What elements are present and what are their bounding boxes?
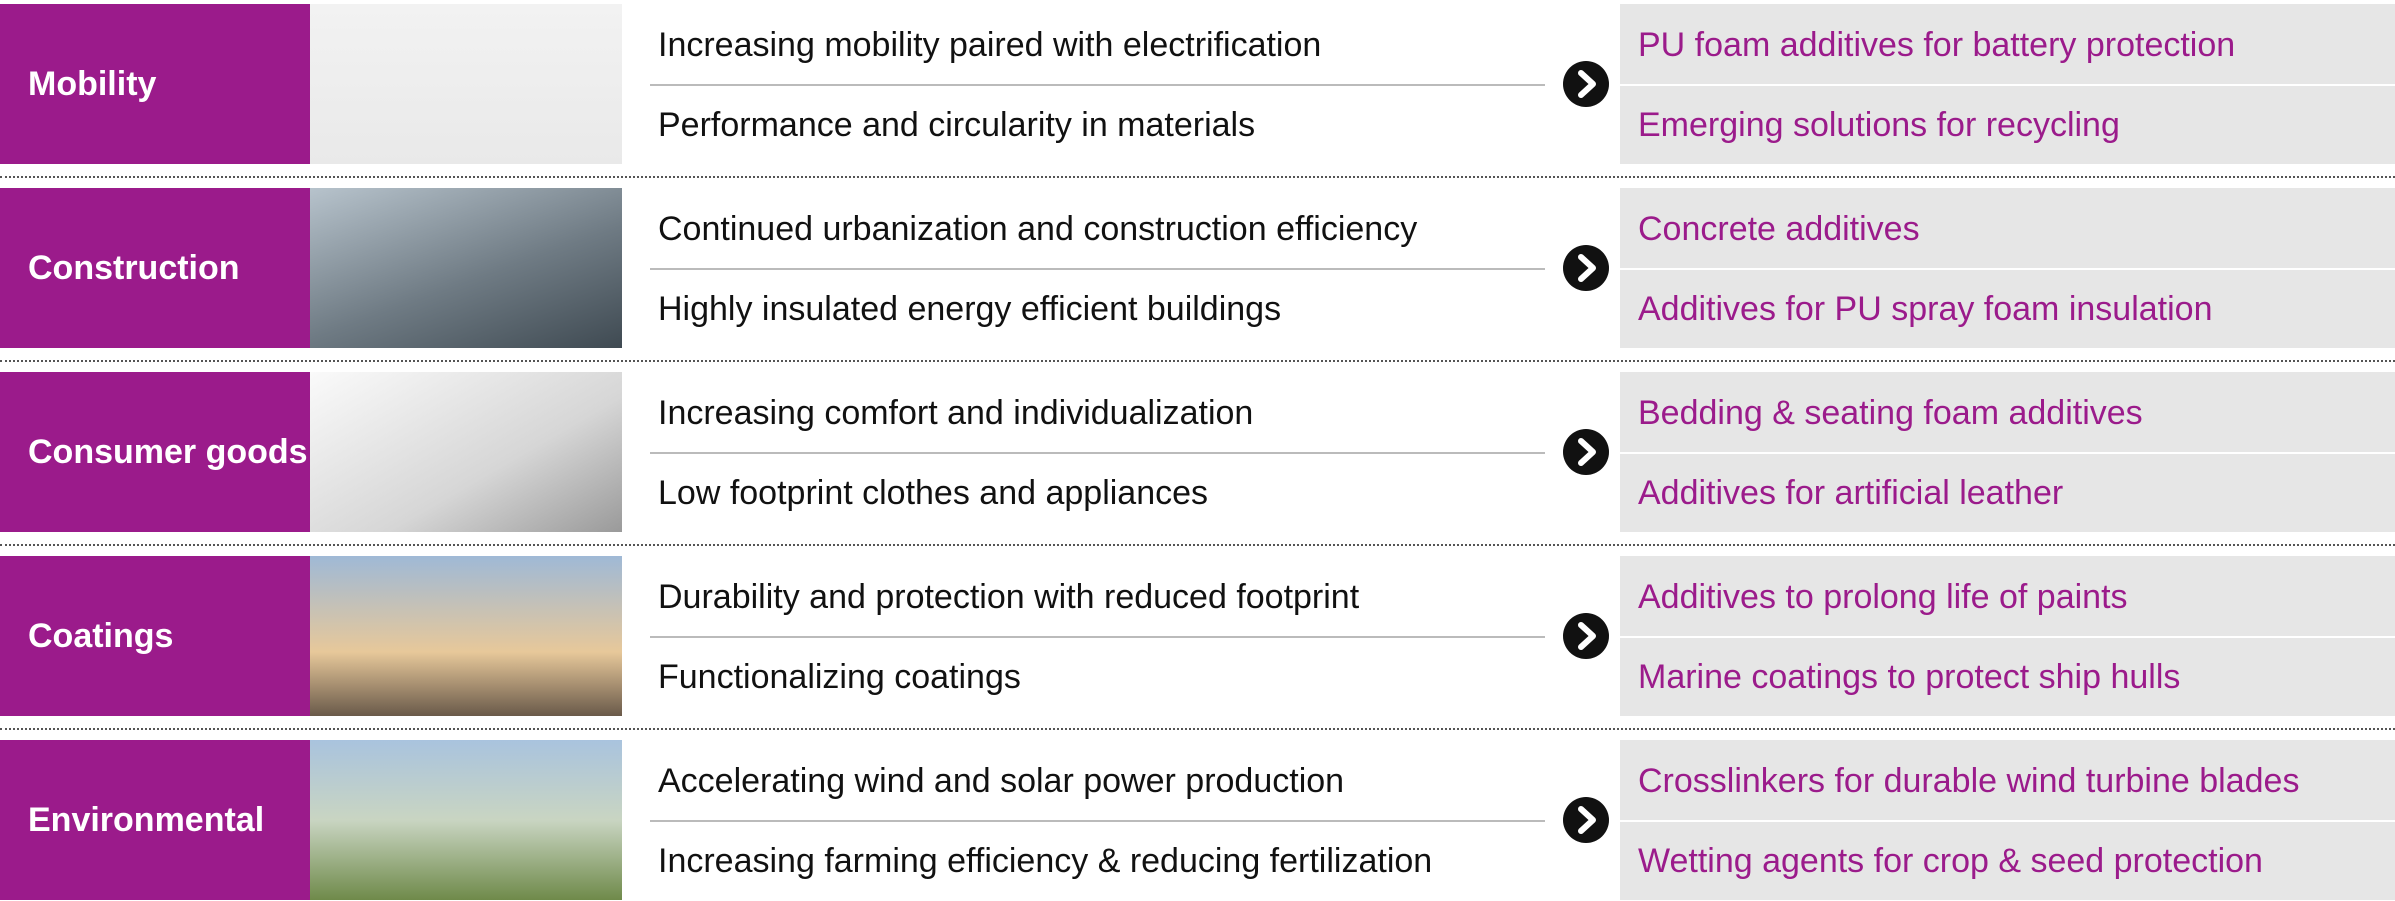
trend-text: Increasing farming efficiency & reducing…: [658, 842, 1433, 880]
row: Coatings Durability and protection with r…: [0, 556, 2395, 716]
row-image: [310, 556, 622, 716]
row-image: [310, 4, 622, 164]
row-label: Consumer goods: [0, 372, 310, 532]
row: Environmental Accelerating wind and solar…: [0, 740, 2395, 900]
solution-text: Additives for PU spray foam insulation: [1638, 290, 2213, 328]
solution-text: Additives for artificial leather: [1638, 474, 2064, 512]
separator: [1620, 636, 2395, 638]
arrow-icon: [1562, 60, 1610, 108]
separator: [1620, 452, 2395, 454]
solution-text: Emerging solutions for recycling: [1638, 106, 2120, 144]
arrow-svg: [1563, 429, 1609, 475]
trend-text: Accelerating wind and solar power produc…: [658, 762, 1345, 800]
solution-text: Bedding & seating foam additives: [1638, 394, 2143, 432]
arrow-svg: [1563, 61, 1609, 107]
solution-text: Crosslinkers for durable wind turbine bl…: [1638, 762, 2300, 800]
arrow-svg: [1563, 797, 1609, 843]
solution-text: Marine coatings to protect ship hulls: [1638, 658, 2181, 696]
trend-text: Increasing comfort and individualization: [658, 394, 1254, 432]
arrow-icon: [1562, 796, 1610, 844]
solution-text: Concrete additives: [1638, 210, 1920, 248]
trend-text: Durability and protection with reduced f…: [658, 578, 1360, 616]
row-label: Environmental: [0, 740, 310, 900]
row: Construction Continued urbanization and c…: [0, 188, 2395, 348]
separator: [650, 820, 1545, 822]
separator: [650, 84, 1545, 86]
row-image: [310, 188, 622, 348]
arrow-icon: [1562, 428, 1610, 476]
separator: [650, 636, 1545, 638]
row-divider: [0, 544, 2395, 546]
trend-text: Highly insulated energy efficient buildi…: [658, 290, 1282, 328]
arrow-svg: [1563, 613, 1609, 659]
trend-text: Continued urbanization and construction …: [658, 210, 1418, 248]
row-image: [310, 740, 622, 900]
row-divider: [0, 728, 2395, 730]
row: Mobility Increasing mobility paired with …: [0, 4, 2395, 164]
trend-text: Performance and circularity in materials: [658, 106, 1256, 144]
arrow-icon: [1562, 244, 1610, 292]
row-image: [310, 372, 622, 532]
separator: [650, 452, 1545, 454]
solution-text: Additives to prolong life of paints: [1638, 578, 2128, 616]
arrow-svg: [1563, 245, 1609, 291]
trend-text: Low footprint clothes and appliances: [658, 474, 1209, 512]
row-divider: [0, 360, 2395, 362]
separator: [1620, 84, 2395, 86]
row-label: Mobility: [0, 4, 310, 164]
arrow-icon: [1562, 612, 1610, 660]
row: Consumer goods Increasing comfort and ind…: [0, 372, 2395, 532]
trend-text: Increasing mobility paired with electrif…: [658, 26, 1322, 64]
trend-text: Functionalizing coatings: [658, 658, 1021, 696]
solution-text: PU foam additives for battery protection: [1638, 26, 2236, 64]
row-label: Construction: [0, 188, 310, 348]
separator: [1620, 820, 2395, 822]
row-label: Coatings: [0, 556, 310, 716]
solution-text: Wetting agents for crop & seed protectio…: [1638, 842, 2263, 880]
row-divider: [0, 176, 2395, 178]
separator: [1620, 268, 2395, 270]
separator: [650, 268, 1545, 270]
